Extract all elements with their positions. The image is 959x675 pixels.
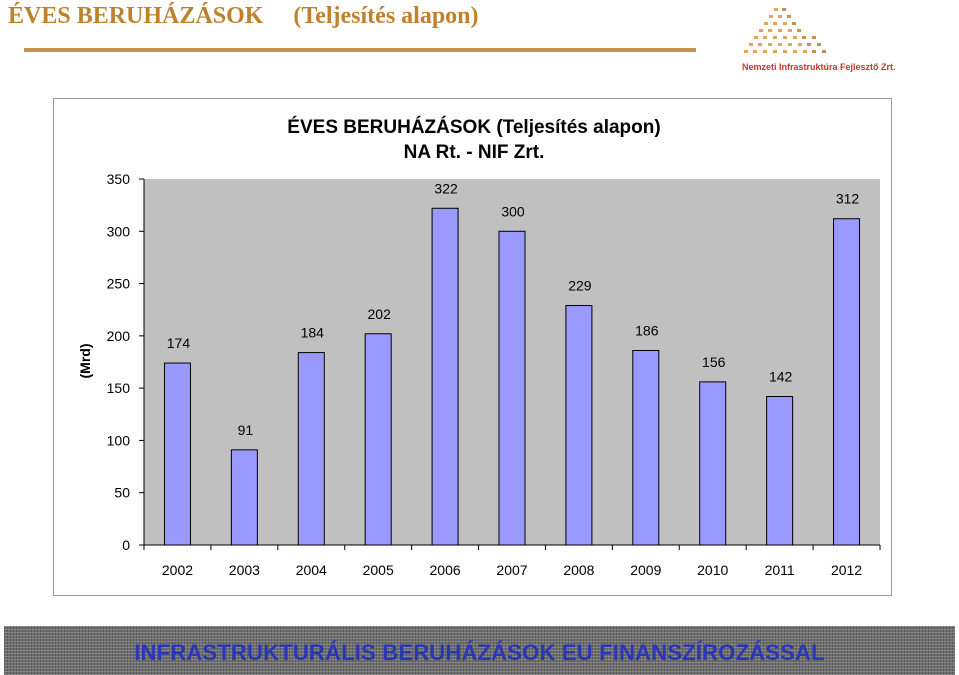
slide-title-main: ÉVES BERUHÁZÁSOK xyxy=(8,3,264,29)
x-tick-label: 2012 xyxy=(831,562,862,578)
slide-title-subtitle: (Teljesítés alapon) xyxy=(293,3,479,29)
data-label-2006: 322 xyxy=(434,180,458,196)
data-label-2005: 202 xyxy=(368,306,392,322)
footer-banner: INFRASTRUKTURÁLIS BERUHÁZÁSOK EU FINANSZ… xyxy=(4,626,955,675)
bar-2012 xyxy=(833,218,861,546)
y-tick-label: 150 xyxy=(107,380,131,396)
pyramid-dots-logo-icon xyxy=(744,8,826,53)
bar-2006 xyxy=(431,207,459,546)
bar-2002 xyxy=(163,362,191,546)
x-tick-label: 2005 xyxy=(363,562,394,578)
bar-2004 xyxy=(297,352,325,546)
x-tick-label: 2011 xyxy=(765,562,795,578)
x-tick-label: 2008 xyxy=(563,562,594,578)
y-tick-label: 350 xyxy=(107,171,131,187)
y-tick-label: 200 xyxy=(107,328,131,344)
data-label-2008: 229 xyxy=(568,278,592,294)
data-label-2009: 186 xyxy=(635,322,659,338)
bar-2011 xyxy=(766,396,794,546)
x-tick-label: 2009 xyxy=(630,562,661,578)
y-tick-label: 0 xyxy=(122,537,130,553)
footer-banner-text: INFRASTRUKTURÁLIS BERUHÁZÁSOK EU FINANSZ… xyxy=(134,640,825,665)
x-tick-label: 2007 xyxy=(496,562,527,578)
title-underline xyxy=(24,48,696,52)
data-label-2007: 300 xyxy=(501,203,525,219)
bar-2003 xyxy=(230,449,258,546)
chart-title: ÉVES BERUHÁZÁSOK (Teljesítés alapon) xyxy=(287,116,660,138)
x-tick-label: 2003 xyxy=(229,562,260,578)
y-tick-label: 100 xyxy=(107,432,131,448)
data-label-2002: 174 xyxy=(167,335,191,351)
data-label-2011: 142 xyxy=(769,369,793,385)
x-tick-label: 2006 xyxy=(430,562,461,578)
bar-2008 xyxy=(565,305,593,546)
bar-chart: 0 50 100 150 200 250 300 350 174 2002 91 2003 184 200… xyxy=(77,116,881,578)
x-tick-label: 2010 xyxy=(697,562,728,578)
bar-2007 xyxy=(498,230,526,546)
x-tick-label: 2004 xyxy=(296,562,327,578)
slide-title: ÉVES BERUHÁZÁSOK (Teljesítés alapon) xyxy=(8,3,479,30)
data-label-2010: 156 xyxy=(702,354,726,370)
y-tick-label: 300 xyxy=(107,223,131,239)
chart-subtitle: NA Rt. - NIF Zrt. xyxy=(404,142,545,163)
chart-container: 0 50 100 150 200 250 300 350 174 2002 91 2003 184 200… xyxy=(53,98,892,596)
data-label-2004: 184 xyxy=(301,325,325,341)
bar-2005 xyxy=(364,333,392,546)
bar-2009 xyxy=(632,349,660,546)
data-label-2012: 312 xyxy=(836,191,860,207)
x-tick-label: 2002 xyxy=(162,562,193,578)
logo-text: Nemzeti Infrastruktúra Fejlesztő Zrt. xyxy=(742,62,896,72)
y-tick-label: 250 xyxy=(107,276,131,292)
y-tick-label: 50 xyxy=(114,485,130,501)
data-label-2003: 91 xyxy=(238,422,254,438)
bar-2010 xyxy=(699,381,727,546)
y-axis-label: (Mrd) xyxy=(77,344,93,379)
